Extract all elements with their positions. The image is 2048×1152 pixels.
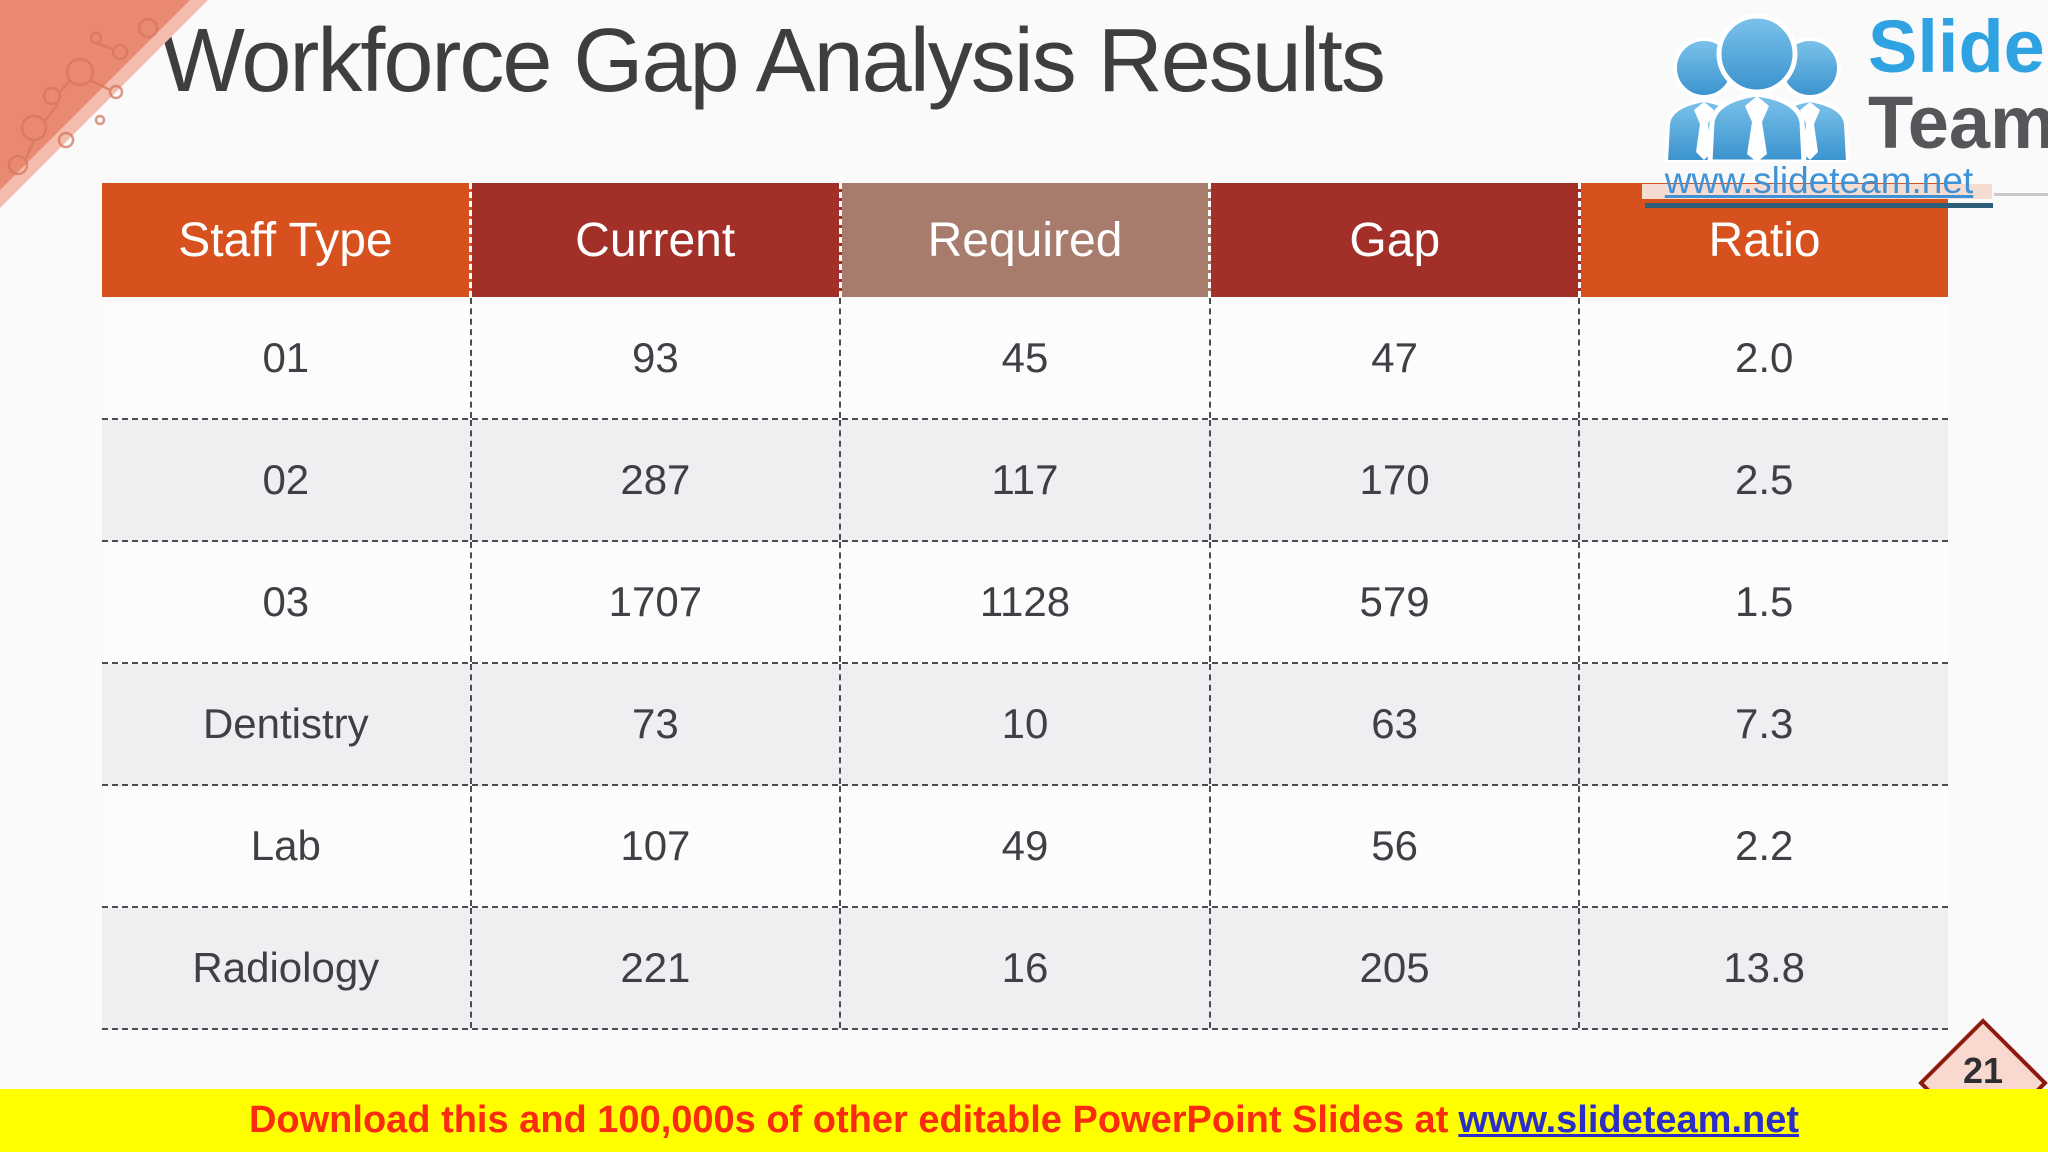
logo-website-link[interactable]: www.slideteam.net [1645,160,1993,208]
cell-gap: 63 [1211,664,1581,784]
cell-required: 49 [841,786,1211,906]
cell-current: 107 [472,786,842,906]
cell-ratio: 13.8 [1723,944,1806,991]
slide-title: Workforce Gap Analysis Results [160,11,1386,111]
slideteam-people-icon [1663,13,1851,162]
cell-gap: 47 [1211,298,1581,418]
table-row-lab: Lab 107 49 56 2.2 [102,786,1948,908]
workforce-gap-table: Staff Type Current Required Gap Ratio 01 93 45… [102,183,1948,1030]
cell-staff-type: 02 [102,420,472,540]
cell-current: 73 [472,664,842,784]
cell-staff-type: Dentistry [102,664,472,784]
cell-required: 45 [841,298,1211,418]
column-header-ratio: Ratio [1581,183,1948,297]
logo-link-backdrop [1642,184,1992,199]
table-row-dentistry: Dentistry 73 10 63 7.3 [102,664,1948,786]
cell-current: 287 [472,420,842,540]
logo-text-slide: Slide [1868,5,2045,88]
table-row-03: 03 1707 1128 579 1.5 [102,542,1948,664]
cell-current: 221 [472,908,842,1028]
column-header-gap: Gap [1211,183,1582,297]
cell-current: 1707 [472,542,842,662]
cell-staff-type: Lab [102,786,472,906]
cell-required: 1128 [841,542,1211,662]
cell-required: 10 [841,664,1211,784]
page-number: 21 [1962,1050,2004,1091]
column-header-current: Current [471,183,842,297]
promo-banner: Download this and 100,000s of other edit… [0,1089,2048,1152]
logo-text-team: Team [1868,81,2048,164]
cell-staff-type: 03 [102,542,472,662]
cell-gap: 205 [1211,908,1581,1028]
cell-ratio: 2.0 [1734,334,1794,381]
promo-banner-link[interactable]: www.slideteam.net [1458,1099,1800,1141]
cell-current: 93 [472,298,842,418]
cell-staff-type: 01 [102,298,472,418]
table-row-02: 02 287 117 170 2.5 [102,420,1948,542]
cell-ratio: 2.5 [1734,456,1794,503]
cell-required: 117 [841,420,1211,540]
cell-ratio: 2.2 [1734,822,1794,869]
cell-ratio: 1.5 [1734,578,1794,625]
cell-gap: 56 [1211,786,1581,906]
column-header-staff-type: Staff Type [102,183,472,297]
corner-triangle-decoration [0,0,208,208]
promo-banner-text: Download this and 100,000s of other edit… [248,1099,1449,1141]
cell-staff-type: Radiology [102,908,472,1028]
table-body: 01 93 45 47 2.0 02 287 117 170 2.5 03 1707 1128 579 1.… [102,298,1948,1030]
header-rule-line [1994,193,2048,196]
cell-required: 16 [841,908,1211,1028]
column-header-required: Required [841,183,1212,297]
table-row-01: 01 93 45 47 2.0 [102,298,1948,420]
table-header-row: Staff Type Current Required Gap Ratio [102,183,1948,297]
cell-gap: 579 [1211,542,1581,662]
table-row-radiology: Radiology 221 16 205 13.8 [102,908,1948,1030]
cell-gap: 170 [1211,420,1581,540]
cell-ratio: 7.3 [1734,700,1794,747]
